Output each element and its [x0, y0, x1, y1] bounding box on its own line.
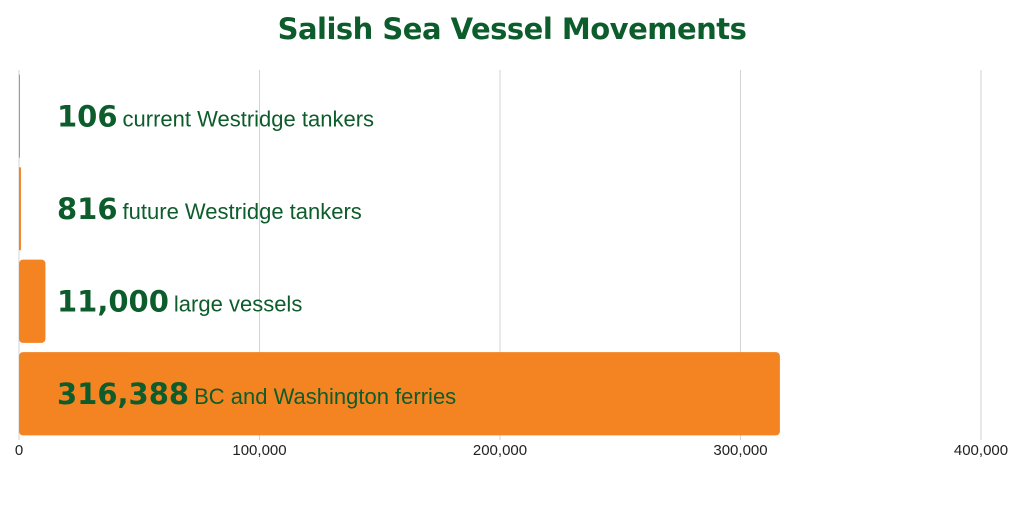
bar — [19, 74, 20, 158]
x-tick-label: 400,000 — [954, 442, 1008, 459]
x-axis-ticks: 0 100,000 200,000 300,000 400,000 — [15, 442, 1008, 459]
bar-label: 816 future Westridge tankers — [57, 192, 362, 226]
bar-value-label: 106 — [57, 99, 118, 133]
bars — [19, 74, 780, 436]
bar-category-label: future Westridge tankers — [123, 199, 362, 224]
bar-label: 106 current Westridge tankers — [57, 99, 374, 133]
bar-value-label: 11,000 — [57, 284, 169, 318]
x-tick-label: 100,000 — [232, 442, 286, 459]
bar — [19, 352, 780, 436]
bar-category-label: large vessels — [174, 291, 302, 316]
bar-label: 316,388 BC and Washington ferries — [57, 377, 456, 411]
bar-value-label: 816 — [57, 192, 118, 226]
bar — [19, 167, 21, 251]
x-tick-label: 0 — [15, 442, 23, 459]
bar-value-label: 316,388 — [57, 377, 189, 411]
bar-category-label: current Westridge tankers — [123, 106, 374, 131]
bar — [19, 259, 46, 343]
chart-title: Salish Sea Vessel Movements — [277, 12, 747, 46]
x-tick-label: 200,000 — [473, 442, 527, 459]
bar-category-label: BC and Washington ferries — [194, 384, 456, 409]
bar-labels: 106 current Westridge tankers 816 future We… — [57, 99, 456, 411]
x-tick-label: 300,000 — [713, 442, 767, 459]
bar-label: 11,000 large vessels — [57, 284, 302, 318]
